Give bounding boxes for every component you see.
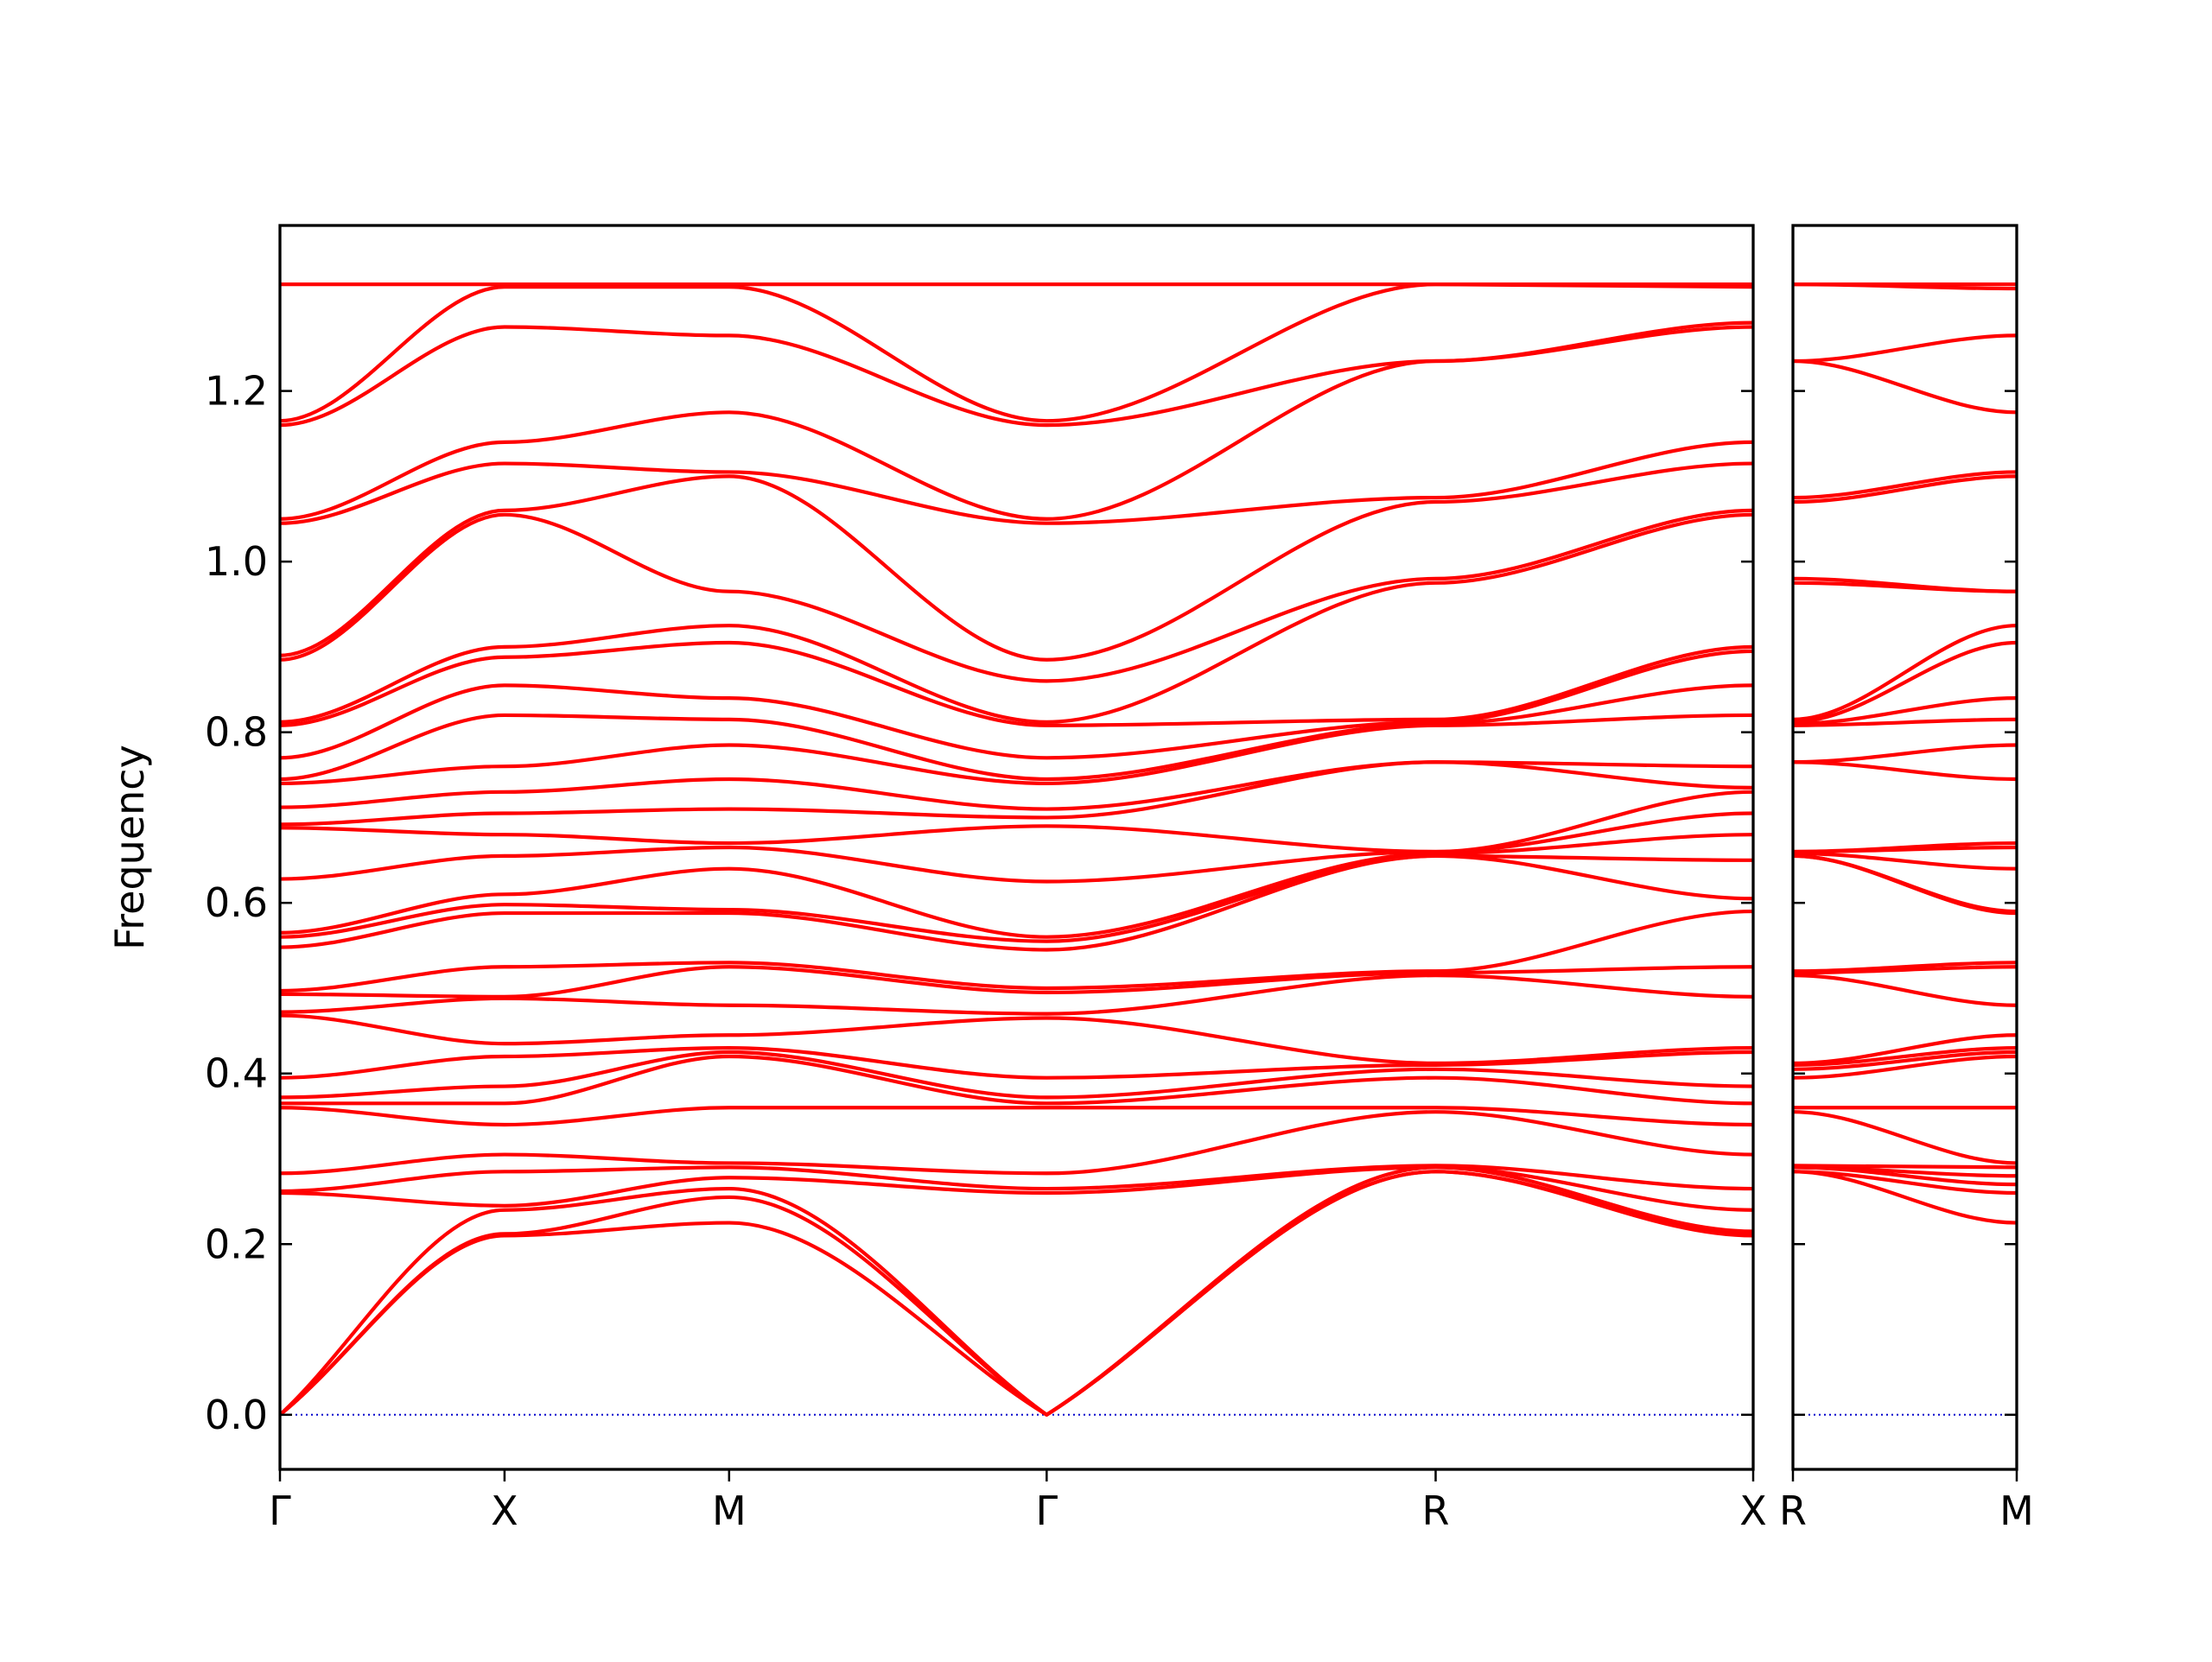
band-line bbox=[1793, 717, 2017, 727]
band-line bbox=[280, 1013, 1753, 1065]
band-line bbox=[1793, 1170, 2017, 1196]
axes-frame bbox=[1791, 224, 2018, 1471]
band-line bbox=[280, 508, 1753, 683]
band-line bbox=[280, 760, 1753, 811]
plot-area bbox=[1793, 282, 2017, 1416]
y-tick-label: 0.2 bbox=[205, 1221, 268, 1267]
x-tick-label: R bbox=[1779, 1488, 1807, 1534]
x-tick-label: X bbox=[491, 1488, 518, 1534]
band-line bbox=[1793, 640, 2017, 724]
band-line bbox=[1793, 853, 2017, 914]
band-line bbox=[1793, 1050, 2017, 1071]
band-line bbox=[1793, 965, 2017, 975]
band-line bbox=[1793, 1164, 2017, 1170]
band-line bbox=[1793, 851, 2017, 871]
y-tick-label: 1.0 bbox=[205, 538, 268, 585]
band-line bbox=[1793, 760, 2017, 782]
band-line bbox=[1793, 841, 2017, 854]
y-tick-label: 0.8 bbox=[205, 709, 268, 756]
band-line bbox=[280, 974, 1753, 1016]
band-line bbox=[280, 1170, 1753, 1417]
band-line bbox=[280, 320, 1753, 428]
band-line bbox=[280, 1164, 1753, 1194]
plot-area bbox=[280, 282, 1753, 1417]
band-line bbox=[1793, 696, 2017, 726]
x-tick-label: M bbox=[1999, 1488, 2034, 1534]
band-line bbox=[280, 713, 1753, 786]
band-line bbox=[1793, 474, 2017, 504]
band-line bbox=[280, 833, 1753, 939]
band-line bbox=[1793, 961, 2017, 974]
axes-frame bbox=[278, 224, 1755, 1471]
band-line bbox=[1793, 974, 2017, 1007]
y-tick-label: 1.2 bbox=[205, 368, 268, 415]
band-line bbox=[1793, 624, 2017, 721]
band-line bbox=[280, 649, 1753, 760]
band-line bbox=[280, 965, 1753, 999]
band-line bbox=[1793, 1110, 2017, 1165]
band-line bbox=[280, 1054, 1753, 1106]
band-line bbox=[280, 853, 1753, 943]
y-axis-label: Frequency bbox=[106, 745, 153, 950]
band-line bbox=[1793, 1046, 2017, 1067]
band-line bbox=[1793, 358, 2017, 415]
band-line bbox=[280, 1110, 1753, 1176]
band-line bbox=[280, 440, 1753, 525]
band-line bbox=[1793, 1165, 2017, 1178]
band-line bbox=[280, 853, 1753, 952]
band-line bbox=[280, 909, 1753, 993]
band-line bbox=[280, 512, 1753, 724]
band-line bbox=[1793, 576, 2017, 593]
band-line bbox=[280, 1165, 1753, 1212]
band-line bbox=[280, 461, 1753, 662]
x-tick-label: X bbox=[1739, 1488, 1767, 1534]
band-line bbox=[280, 683, 1753, 782]
x-tick-label: Γ bbox=[1036, 1488, 1058, 1534]
y-tick-label: 0.6 bbox=[205, 879, 268, 926]
band-line bbox=[280, 790, 1753, 854]
y-tick-label: 0.0 bbox=[205, 1392, 268, 1438]
band-line bbox=[1793, 1033, 2017, 1065]
x-tick-label: R bbox=[1422, 1488, 1450, 1534]
y-tick-label: 0.4 bbox=[205, 1050, 268, 1097]
band-line bbox=[1793, 333, 2017, 364]
band-line bbox=[1793, 1170, 2017, 1225]
x-tick-label: Γ bbox=[269, 1488, 291, 1534]
band-line bbox=[280, 1170, 1753, 1417]
band-line bbox=[280, 1106, 1753, 1127]
band-line bbox=[280, 1046, 1753, 1080]
band-line bbox=[1793, 470, 2017, 500]
band-line bbox=[280, 640, 1753, 727]
x-tick-label: M bbox=[712, 1488, 747, 1534]
band-line bbox=[1793, 743, 2017, 764]
band-line bbox=[1793, 1054, 2017, 1080]
band-line bbox=[280, 1050, 1753, 1100]
